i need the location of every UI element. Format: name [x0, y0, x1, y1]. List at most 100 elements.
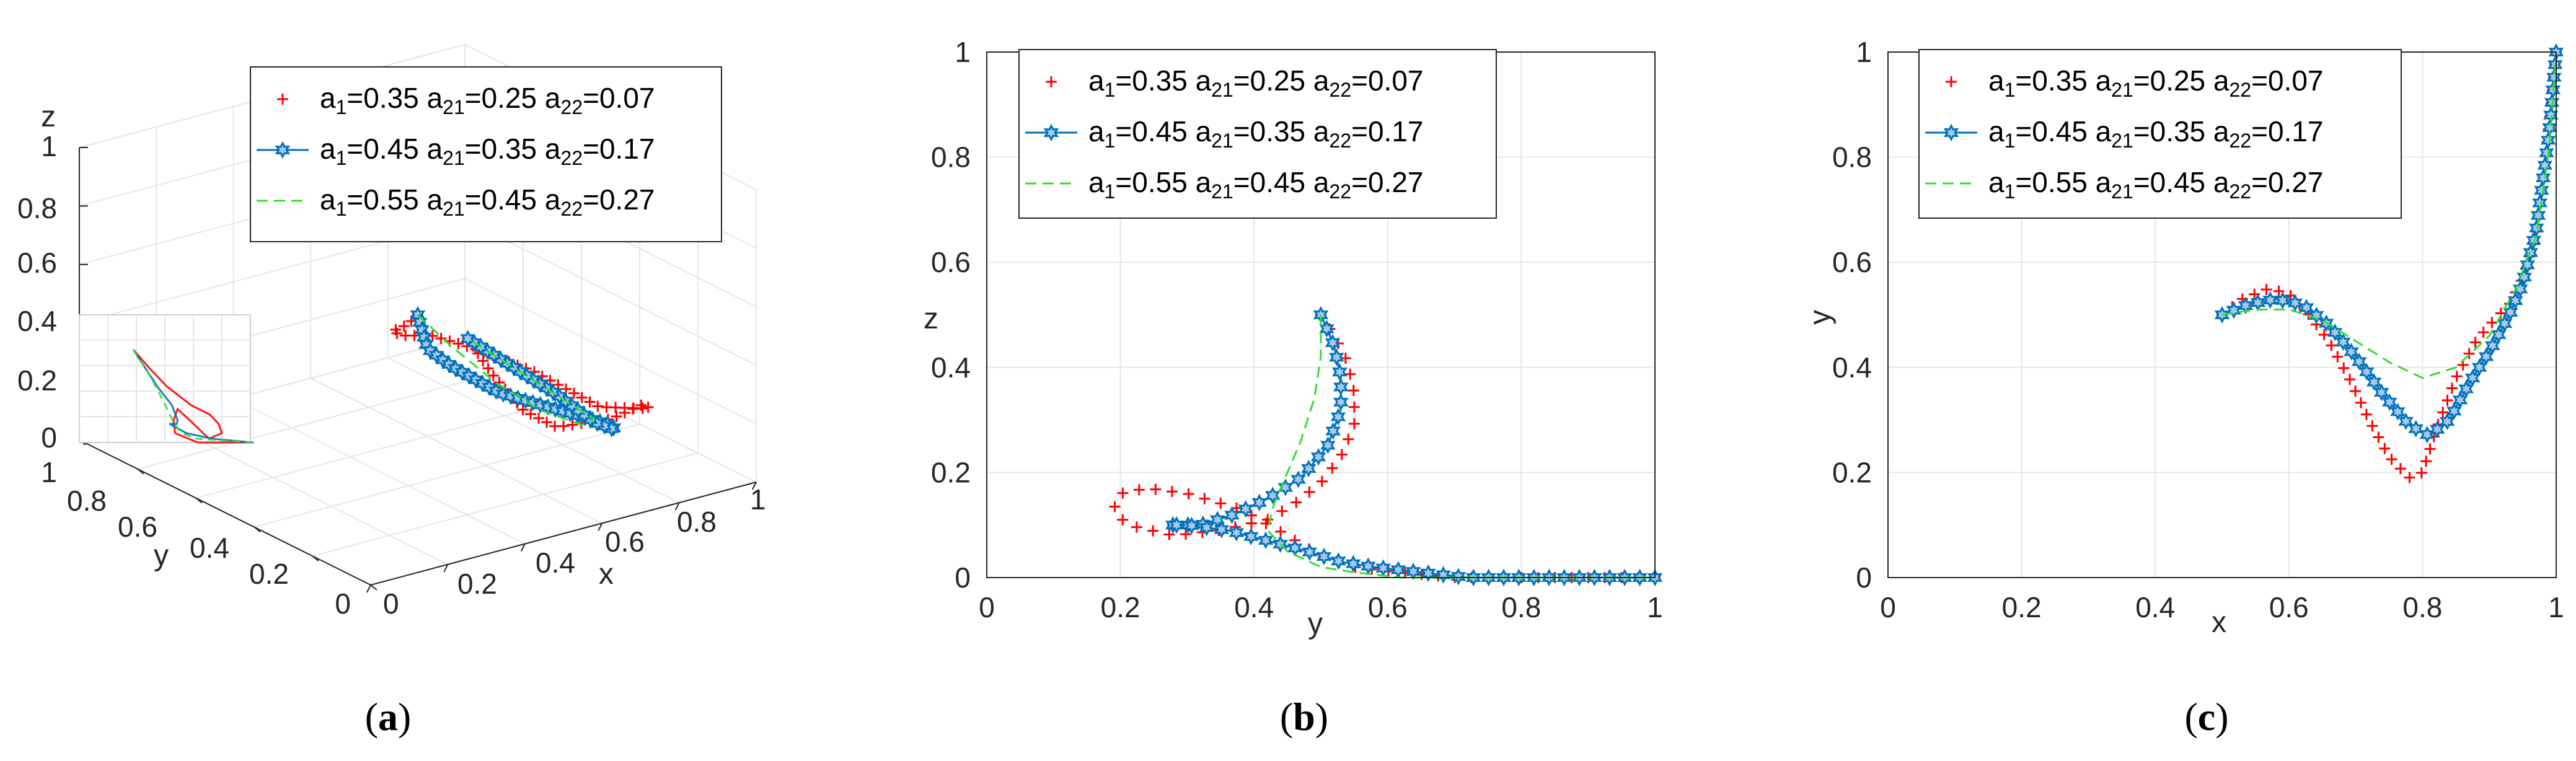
- c-series1-point: [2463, 348, 2475, 359]
- legend-a-entry-3: a1=0.55 a21=0.45 a22=0.27: [320, 183, 655, 220]
- b-series1-point: [1147, 525, 1159, 537]
- a-y-tick-0.6: 0.6: [118, 511, 157, 543]
- a-series1-point: [391, 327, 403, 339]
- c-series1-point: [2469, 337, 2481, 348]
- a-series1-point: [477, 355, 489, 367]
- a-wall-gridline: [464, 219, 757, 366]
- c-y-axis-label: y: [1804, 310, 1837, 325]
- a-y-tick-0.2: 0.2: [249, 558, 289, 590]
- subplot-label-c: (c): [2184, 695, 2228, 739]
- b-series2-marker: [1320, 436, 1336, 454]
- b-series2-marker: [1228, 524, 1245, 542]
- a-series-group: [132, 306, 654, 444]
- b-series2-marker: [1184, 516, 1199, 535]
- a-series1-point: [611, 410, 622, 422]
- a-series1-point: [488, 370, 500, 382]
- a-y-tick: [137, 468, 144, 475]
- c-series1-point: [2326, 340, 2337, 351]
- c-series1-point: [2344, 374, 2356, 385]
- a-series1-point: [568, 387, 580, 399]
- b-y-tick-label: 0.8: [931, 141, 971, 174]
- b-y-tick-label: 0.6: [931, 246, 971, 278]
- a-series1-point: [533, 412, 545, 424]
- b-series2-marker: [1450, 568, 1467, 586]
- legend-a: a1=0.35 a21=0.25 a22=0.07 a1=0.45 a21=0.3…: [250, 66, 722, 242]
- b-series1-point: [1117, 487, 1129, 499]
- legends: a1=0.35 a21=0.25 a22=0.07 a1=0.45 a21=0.3…: [250, 49, 2402, 242]
- b-series2-marker: [1345, 555, 1361, 573]
- b-series2-marker: [1199, 519, 1215, 537]
- a-x-tick-1: 1: [750, 483, 766, 516]
- c-series2-marker: [2344, 343, 2359, 361]
- c-series2-marker: [2520, 256, 2536, 274]
- c-series1-point: [2379, 442, 2391, 454]
- b-series1-point: [1133, 484, 1145, 496]
- a-y-axis: [79, 439, 371, 586]
- c-series2-marker: [2439, 413, 2455, 431]
- c-series2-marker: [2287, 294, 2303, 312]
- b-y-tick-label: 1: [955, 36, 971, 68]
- b-series1-point: [1163, 529, 1175, 540]
- c-series2-marker: [2534, 181, 2549, 200]
- legend-a-entry-2: a1=0.45 a21=0.35 a22=0.17: [320, 133, 655, 169]
- a-floor-gridline: [387, 357, 680, 504]
- c-series-group: [2214, 43, 2564, 483]
- legend-a-frame: [250, 66, 722, 242]
- c-series2-marker: [2429, 420, 2445, 439]
- a-x-tick: [752, 482, 757, 490]
- c-series1-point: [2338, 362, 2350, 374]
- b-series2-marker: [1325, 333, 1341, 352]
- subplot-label-b: (b): [1280, 695, 1328, 739]
- c-series2-marker: [2398, 412, 2414, 431]
- b-series1-point: [1131, 521, 1142, 533]
- a-series1-point: [493, 377, 505, 389]
- b-x-tick-label: 0.6: [1368, 591, 1408, 623]
- c-series1-point: [2318, 329, 2330, 341]
- b-series1-point: [1117, 514, 1129, 526]
- a-x-tick-0.2: 0.2: [457, 568, 497, 600]
- b-series2-marker: [1361, 557, 1376, 575]
- b-y-tick-label: 0.4: [931, 351, 971, 384]
- c-x-tick-label: 0.4: [2135, 591, 2175, 623]
- b-series1-point: [1344, 368, 1356, 380]
- c-x-axis-label: x: [2212, 606, 2226, 639]
- a-x-tick: [674, 502, 680, 511]
- c-series2-marker: [2358, 363, 2375, 381]
- c-series2-marker: [2507, 291, 2523, 310]
- c-series1-point: [2261, 284, 2272, 296]
- c-series2-marker: [2335, 333, 2351, 351]
- b-y-tick-label: 0.2: [931, 456, 971, 488]
- c-series1-point: [2424, 443, 2436, 455]
- legend-c-frame: [1918, 49, 2402, 219]
- legend-c-entry-2: a1=0.45 a21=0.35 a22=0.17: [1988, 115, 2324, 152]
- b-series1-point: [1180, 529, 1191, 540]
- b-series1-point: [1316, 475, 1328, 487]
- legend-b-entry-1: a1=0.35 a21=0.25 a22=0.07: [1088, 64, 1424, 101]
- b-series2-marker: [1214, 521, 1230, 539]
- c-series1-point: [2273, 285, 2285, 297]
- c-series1-point: [2415, 467, 2427, 479]
- a-x-axis-label: x: [599, 558, 614, 591]
- c-series1-point: [2360, 408, 2372, 420]
- b-x-axis-label: y: [1308, 607, 1323, 640]
- b-y-tick-label: 0: [955, 561, 971, 594]
- a-z-tick-0.4: 0.4: [17, 305, 57, 337]
- c-series2-marker: [2408, 420, 2424, 438]
- b-series1-point: [1348, 385, 1359, 397]
- a-series1-point: [549, 420, 561, 432]
- a-x-axis: [370, 482, 757, 586]
- legend-b: a1=0.35 a21=0.25 a22=0.07 a1=0.45 a21=0.3…: [1018, 49, 1497, 219]
- c-series2-marker: [2308, 306, 2324, 325]
- a-y-axis-label: y: [154, 539, 169, 572]
- b-series1-point: [1199, 493, 1211, 504]
- a-series2-marker: [460, 330, 475, 348]
- b-series1-point: [1167, 486, 1178, 498]
- b-series2-marker: [1316, 547, 1332, 566]
- legend-b-hexagram-icon: [1043, 123, 1059, 142]
- a-floor-gridline: [310, 377, 602, 524]
- a-y-tick: [254, 526, 261, 533]
- a-series1-point: [398, 320, 410, 332]
- c-series2-marker: [2366, 373, 2382, 391]
- a-series1-point: [642, 402, 654, 413]
